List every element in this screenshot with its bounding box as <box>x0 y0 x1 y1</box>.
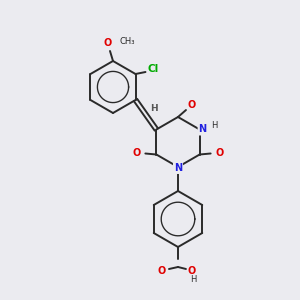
Text: O: O <box>132 148 140 158</box>
Text: O: O <box>104 38 112 48</box>
Text: N: N <box>199 124 207 134</box>
Text: N: N <box>174 163 182 173</box>
Text: H: H <box>190 275 196 284</box>
Text: H: H <box>150 104 158 113</box>
Text: O: O <box>188 266 196 276</box>
Text: O: O <box>188 100 196 110</box>
Text: H: H <box>211 121 217 130</box>
Text: CH₃: CH₃ <box>119 37 134 46</box>
Text: Cl: Cl <box>148 64 159 74</box>
Text: O: O <box>215 148 224 158</box>
Text: O: O <box>158 266 166 276</box>
